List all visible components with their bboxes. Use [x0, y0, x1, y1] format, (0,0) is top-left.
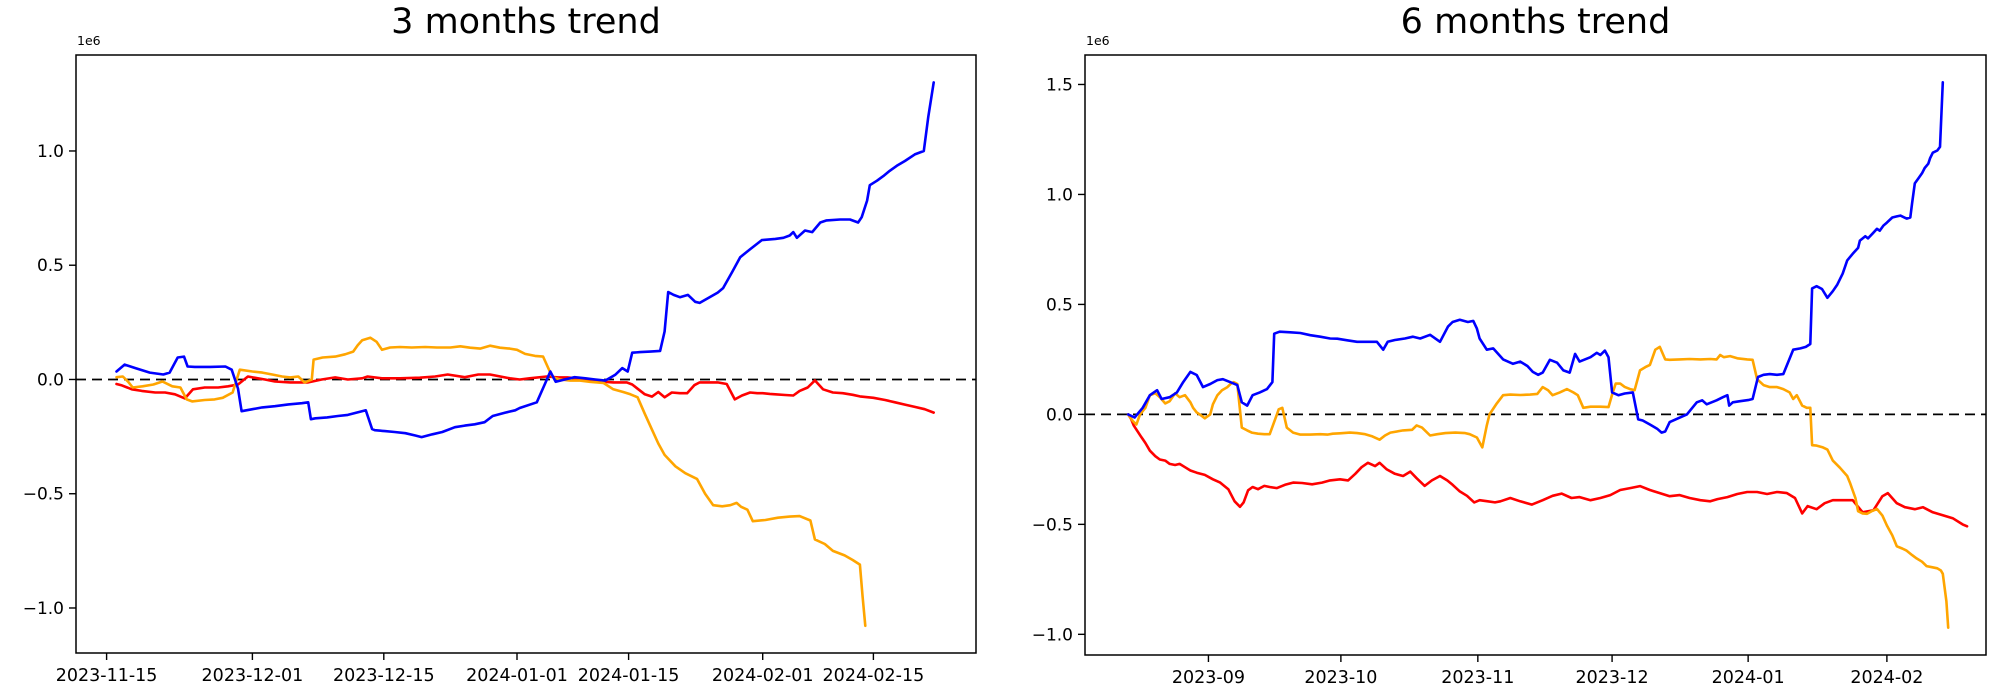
x-tick-label: 2024-02-15	[823, 666, 925, 686]
y-axis-offset-label-3-months: 1e6	[77, 33, 101, 48]
y-tick-label: 0.0	[1046, 405, 1073, 425]
y-tick-label: −0.5	[1032, 515, 1073, 535]
y-tick-label: 0.5	[1046, 295, 1073, 315]
x-tick-label: 2024-02	[1850, 668, 1923, 688]
chart-title-3-months: 3 months trend	[391, 2, 661, 42]
x-tick-label: 2023-11-15	[56, 666, 158, 686]
series-line-blue	[115, 81, 936, 439]
x-tick-label: 2024-01-01	[466, 666, 568, 686]
y-tick-label: 0.0	[37, 370, 64, 390]
y-axis-offset-label-6-months: 1e6	[1086, 33, 1110, 48]
x-tick-label: 2024-01-15	[578, 666, 680, 686]
series-line-orange	[1126, 345, 1950, 630]
x-tick-label: 2023-11	[1441, 668, 1514, 688]
y-tick-label: 1.0	[1046, 185, 1073, 205]
chart-title-6-months: 6 months trend	[1400, 2, 1671, 42]
plot-frame	[75, 54, 977, 654]
x-tick-label: 2023-12-15	[333, 666, 435, 686]
x-tick-label: 2024-01	[1712, 668, 1785, 688]
x-tick-label: 2023-10	[1304, 668, 1377, 688]
series-line-red	[1126, 413, 1969, 528]
series-line-orange	[115, 336, 867, 628]
plot-frame	[1084, 54, 1987, 656]
x-tick-label: 2023-12	[1576, 668, 1649, 688]
x-tick-label: 2023-12-01	[202, 666, 304, 686]
y-tick-label: 1.0	[37, 142, 64, 162]
series-line-blue	[1126, 81, 1945, 434]
y-tick-label: −0.5	[23, 485, 64, 505]
y-tick-label: −1.0	[1032, 625, 1073, 645]
y-tick-label: 1.5	[1046, 75, 1073, 95]
y-tick-label: −1.0	[23, 599, 64, 619]
x-tick-label: 2023-09	[1172, 668, 1245, 688]
x-tick-label: 2024-02-01	[712, 666, 814, 686]
y-tick-label: 0.5	[37, 256, 64, 276]
